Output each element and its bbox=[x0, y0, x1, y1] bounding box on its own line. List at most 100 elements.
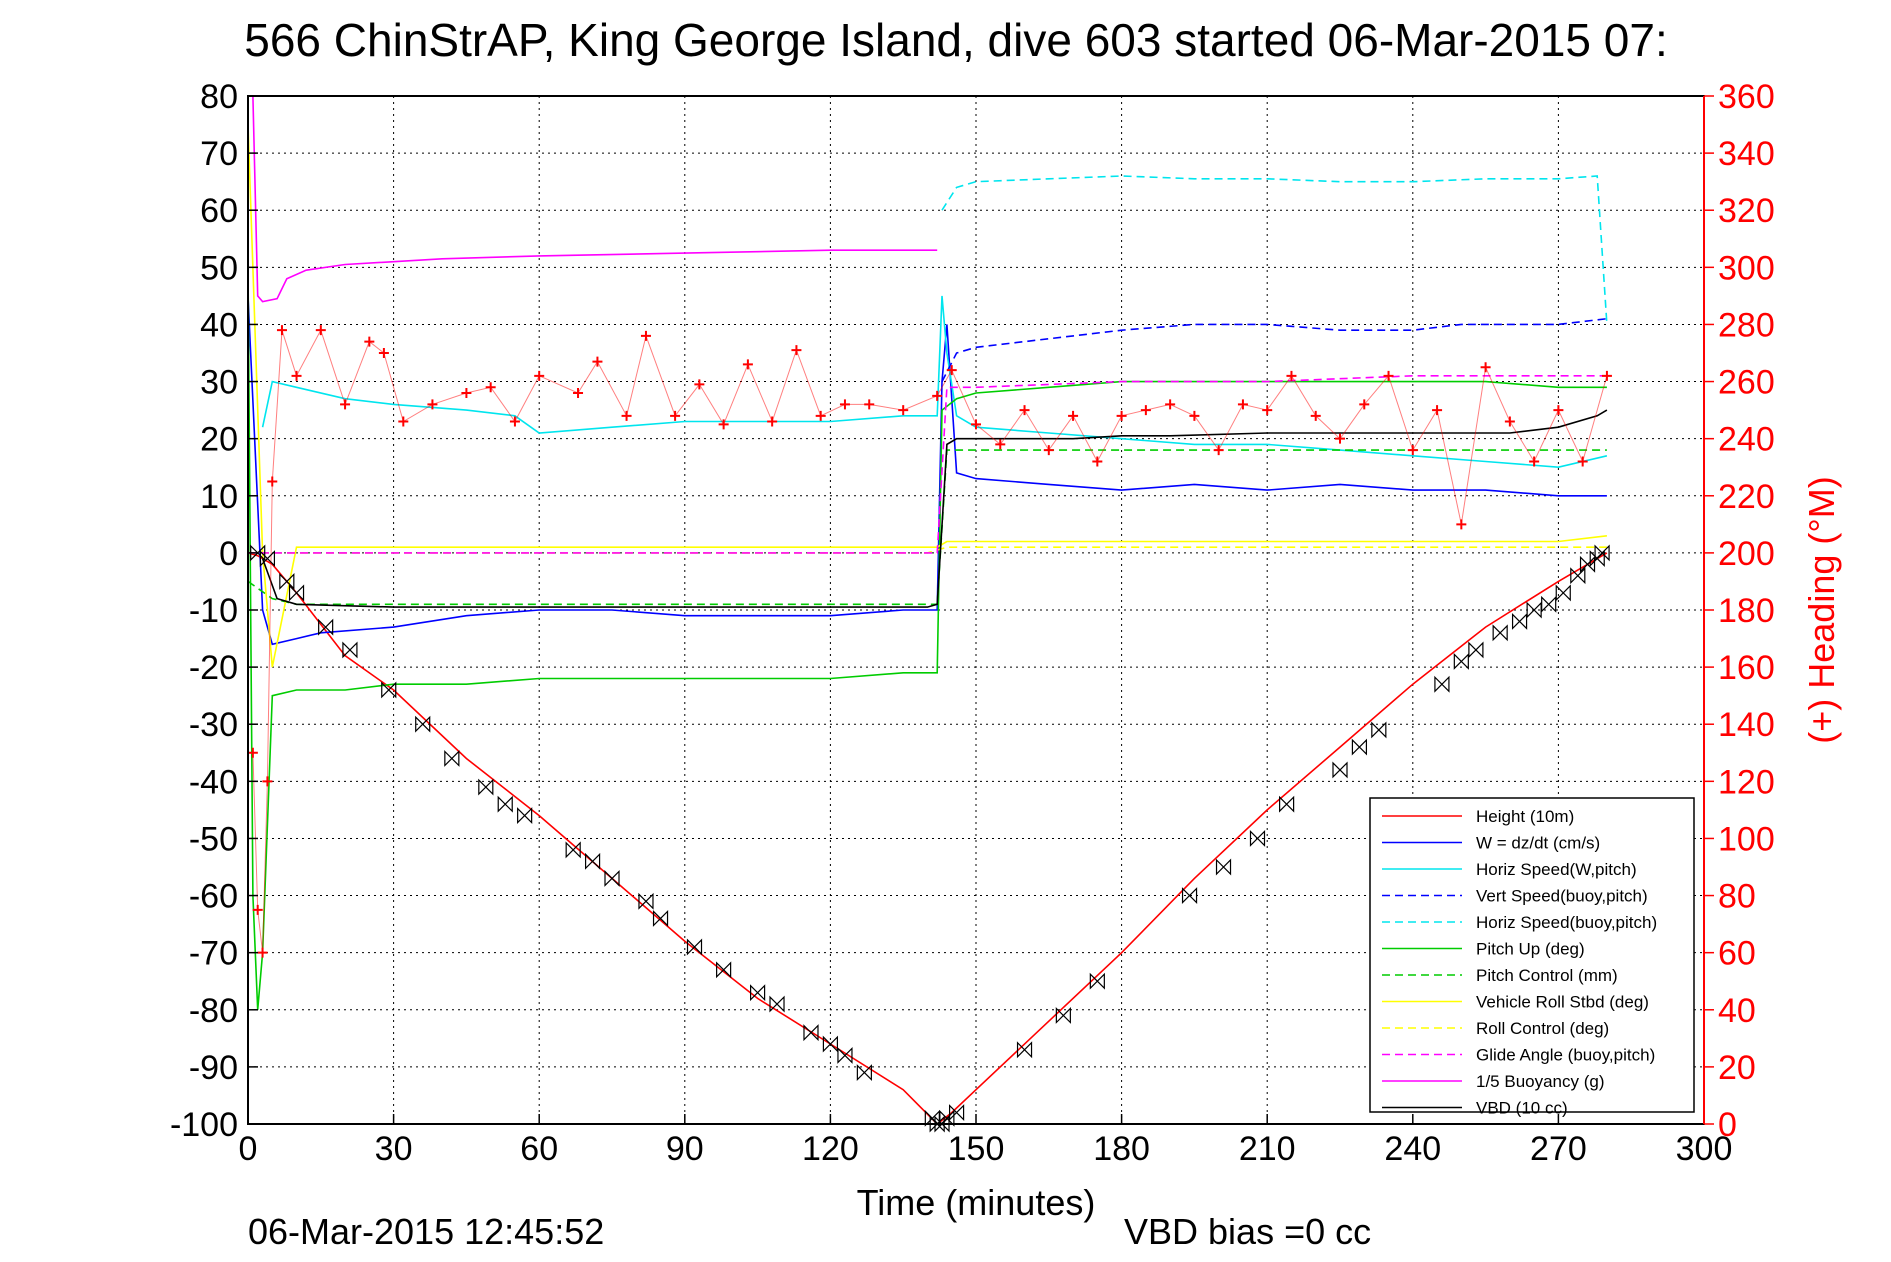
heading-point bbox=[340, 399, 351, 410]
heading-point bbox=[1092, 456, 1103, 467]
x-tick-label: 30 bbox=[375, 1130, 413, 1168]
series-layer bbox=[247, 95, 1608, 1126]
heading-point bbox=[1456, 519, 1467, 530]
y2-tick-label: 280 bbox=[1718, 306, 1775, 344]
height-sample-marker bbox=[279, 572, 295, 590]
timestamp-footer: 06-Mar-2015 12:45:52 bbox=[248, 1211, 604, 1252]
x-tick-label: 0 bbox=[239, 1130, 258, 1168]
y-tick-label: -50 bbox=[189, 820, 238, 858]
x-tick-label: 240 bbox=[1384, 1130, 1441, 1168]
y2-tick-label: 220 bbox=[1718, 478, 1775, 516]
heading-point bbox=[670, 410, 681, 421]
heading-point bbox=[427, 399, 438, 410]
x-tick-label: 90 bbox=[666, 1130, 704, 1168]
heading-point bbox=[1116, 410, 1127, 421]
y2-tick-label: 80 bbox=[1718, 878, 1756, 916]
y-tick-label: -100 bbox=[170, 1106, 238, 1144]
legend-label: VBD (10 cc) bbox=[1476, 1099, 1568, 1118]
heading-point bbox=[1553, 405, 1564, 416]
height-sample-marker bbox=[837, 1047, 853, 1064]
height-sample-marker bbox=[1016, 1041, 1033, 1059]
height-sample-marker bbox=[565, 841, 581, 859]
height-sample-marker bbox=[652, 909, 669, 927]
legend-label: Horiz Speed(buoy,pitch) bbox=[1476, 913, 1657, 932]
height-sample-marker bbox=[444, 750, 460, 767]
y-tick-label: 40 bbox=[200, 306, 238, 344]
series-line-vbd-10-cc bbox=[261, 409, 1608, 608]
x-tick-label: 210 bbox=[1239, 1130, 1296, 1168]
height-sample-marker bbox=[1181, 887, 1198, 905]
series-line-height-10m bbox=[247, 552, 1608, 1126]
x-tick-label: 180 bbox=[1093, 1130, 1150, 1168]
heading-point bbox=[971, 419, 981, 430]
heading-point bbox=[291, 370, 302, 381]
series-line-glide-angle-buoy-pitch bbox=[248, 374, 1607, 554]
legend-label: Glide Angle (buoy,pitch) bbox=[1476, 1046, 1655, 1065]
height-sample-marker bbox=[259, 550, 276, 568]
heading-point bbox=[534, 370, 545, 381]
height-sample-marker bbox=[856, 1064, 872, 1082]
heading-point bbox=[742, 359, 753, 370]
height-sample-marker bbox=[1332, 761, 1348, 779]
x-tick-label: 150 bbox=[948, 1130, 1005, 1168]
heading-point bbox=[995, 439, 1006, 450]
heading-point bbox=[573, 387, 584, 398]
series-line-horiz-speed-buoy-pitch bbox=[941, 175, 1608, 325]
vbd-bias-footer: VBD bias =0 cc bbox=[1124, 1211, 1371, 1252]
height-sample-marker bbox=[584, 852, 601, 870]
heading-point bbox=[932, 390, 943, 401]
height-sample-marker bbox=[822, 1035, 838, 1053]
legend: Height (10m) W = dz/dt (cm/s) Horiz Speed(… bbox=[1369, 797, 1695, 1118]
heading-point bbox=[364, 336, 375, 347]
heading-point bbox=[1165, 399, 1176, 410]
height-sample-marker bbox=[769, 995, 785, 1013]
height-sample-marker bbox=[1249, 829, 1266, 847]
y2-axis-ticks: 3603403203002802602402202001801601401201… bbox=[1703, 78, 1775, 1144]
y-tick-label: -70 bbox=[189, 935, 238, 973]
y-tick-label: 0 bbox=[219, 535, 238, 573]
y-tick-label: 70 bbox=[200, 135, 238, 173]
y2-tick-label: 40 bbox=[1718, 992, 1756, 1030]
y-tick-label: 60 bbox=[200, 192, 238, 230]
heading-point bbox=[1480, 362, 1491, 373]
heading-point bbox=[1407, 445, 1418, 456]
height-sample-marker bbox=[948, 1104, 965, 1122]
heading-point bbox=[1262, 405, 1273, 416]
heading-point bbox=[1286, 370, 1297, 381]
height-sample-marker bbox=[517, 807, 533, 825]
y-tick-label: -90 bbox=[189, 1049, 238, 1087]
y2-tick-label: 60 bbox=[1718, 935, 1756, 973]
y2-tick-label: 180 bbox=[1718, 592, 1775, 630]
height-sample-marker bbox=[750, 984, 766, 1002]
height-sample-marker bbox=[415, 715, 431, 733]
y2-tick-label: 120 bbox=[1718, 763, 1775, 801]
legend-label: Roll Control (deg) bbox=[1476, 1019, 1609, 1038]
height-sample-marker bbox=[1570, 567, 1586, 585]
heading-point bbox=[262, 776, 273, 787]
heading-point bbox=[1019, 405, 1030, 416]
x-tick-label: 300 bbox=[1676, 1130, 1733, 1168]
legend-label: Height (10m) bbox=[1476, 807, 1574, 826]
height-sample-marker bbox=[1371, 721, 1387, 739]
heading-point bbox=[1601, 370, 1612, 381]
legend-box bbox=[1369, 797, 1695, 1113]
y2-tick-label: 300 bbox=[1718, 249, 1775, 287]
x-axis-ticks: 0 30 60 90 120 150 180 210 240 270 300 bbox=[239, 1114, 1733, 1168]
heading-point bbox=[1504, 416, 1515, 427]
y-tick-label: 10 bbox=[200, 478, 238, 516]
y2-tick-label: 260 bbox=[1718, 364, 1775, 402]
y-tick-label: -10 bbox=[189, 592, 238, 630]
heading-point bbox=[1577, 456, 1588, 467]
heading-point bbox=[1359, 399, 1370, 410]
height-sample-marker bbox=[716, 961, 732, 979]
legend-label: Vehicle Roll Stbd (deg) bbox=[1476, 993, 1649, 1012]
chart-title: 566 ChinStrAP, King George Island, dive … bbox=[244, 14, 1667, 66]
heading-point bbox=[1335, 433, 1345, 444]
heading-trace bbox=[252, 328, 1608, 953]
y2-tick-label: 0 bbox=[1718, 1106, 1737, 1144]
y2-tick-label: 320 bbox=[1718, 192, 1775, 230]
y2-axis-label: (+) Heading (°M) bbox=[1801, 476, 1842, 743]
heading-point bbox=[718, 419, 729, 430]
height-sample-marker bbox=[1055, 1007, 1071, 1024]
